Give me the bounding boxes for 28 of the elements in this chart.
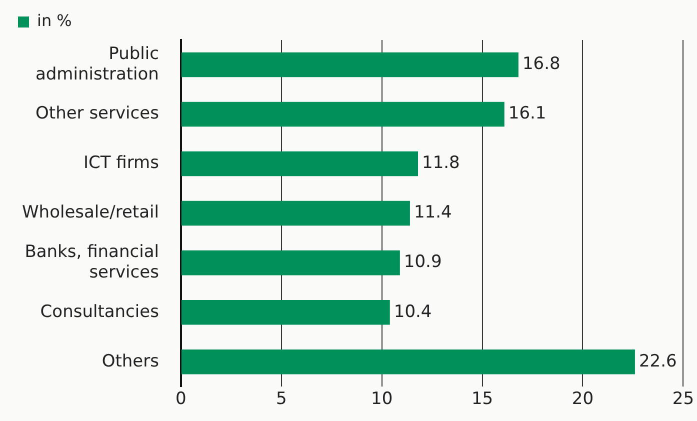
bar — [181, 250, 400, 276]
data-label: 11.8 — [422, 153, 460, 174]
x-tick-label: 0 — [176, 389, 186, 410]
bar — [181, 300, 390, 325]
legend-label: in % — [37, 11, 72, 30]
data-label: 16.8 — [522, 54, 560, 74]
x-tick-label: 10 — [371, 389, 393, 410]
bar — [181, 200, 410, 226]
x-tick-label: 15 — [471, 389, 494, 410]
y-tick-label: Consultancies — [40, 302, 160, 322]
bar — [181, 151, 418, 176]
y-tick-label: Other services — [36, 104, 160, 124]
x-tick-label: 25 — [672, 389, 694, 410]
data-label: 11.4 — [414, 202, 452, 223]
bar — [181, 102, 504, 127]
x-tick-label: 20 — [572, 389, 594, 410]
bar — [181, 52, 518, 78]
y-tick-label: ICT firms — [83, 153, 160, 174]
data-label: 16.1 — [508, 104, 546, 124]
y-tick-label: Others — [102, 351, 160, 372]
y-tick-label: Wholesale/retail — [22, 202, 159, 223]
data-label: 22.6 — [638, 351, 677, 372]
data-label: 10.4 — [394, 302, 432, 322]
y-tick-label: Public administration — [35, 44, 159, 84]
data-label: 10.9 — [404, 252, 442, 272]
x-tick-label: 5 — [276, 389, 287, 410]
y-tick-label: Banks, financial services — [24, 242, 160, 282]
bar — [181, 349, 635, 374]
